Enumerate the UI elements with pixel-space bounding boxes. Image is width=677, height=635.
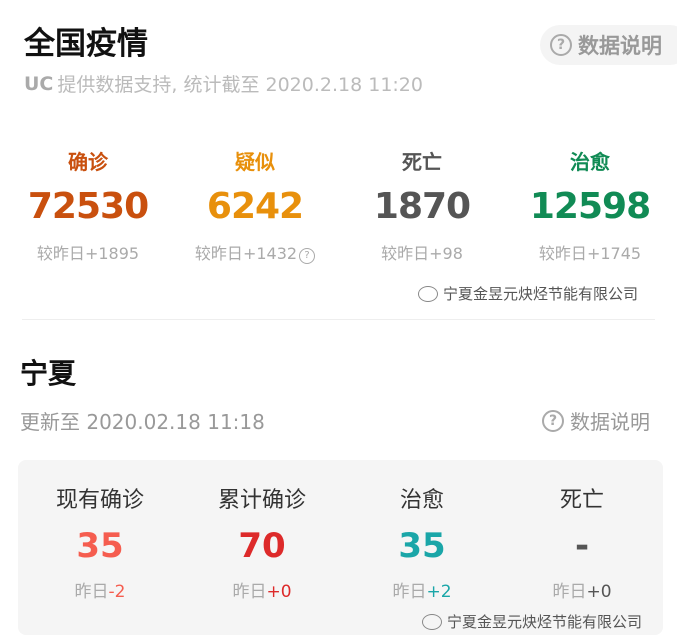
delta-value: +1745 — [586, 244, 642, 263]
help-icon: ? — [550, 34, 572, 56]
stat-label: 确诊 — [68, 150, 108, 174]
delta-value: +1895 — [84, 244, 140, 263]
stat-value: 70 — [238, 526, 286, 566]
stat-delta: 较昨日+1745 — [505, 240, 675, 264]
page-title: 全国疫情 — [24, 26, 148, 62]
stat-delta: 昨日-2 — [15, 577, 185, 602]
source-line: UC 提供数据支持, 统计截至 2020.2.18 11:20 — [24, 70, 423, 97]
stat-label: 治愈 — [399, 488, 444, 513]
stat-value: 35 — [398, 526, 446, 566]
stat-value: 35 — [76, 526, 124, 566]
stat-label: 死亡 — [402, 150, 442, 174]
stat-value: 1870 — [373, 186, 471, 227]
help-icon[interactable]: ? — [299, 247, 316, 264]
stat-label: 疑似 — [235, 150, 275, 174]
region-stats-card — [18, 460, 663, 635]
stat-delta: 较昨日+1432? — [170, 240, 340, 264]
stat-value: 12598 — [529, 186, 651, 227]
region-title: 宁夏 — [20, 357, 77, 390]
delta-label: 较昨日 — [381, 244, 430, 263]
delta-value: +98 — [429, 244, 463, 263]
delta-value: +1432 — [242, 244, 298, 263]
delta-value: +0 — [266, 582, 292, 602]
watermark: 宁夏金昱元炔烃节能有限公司 — [418, 283, 638, 304]
delta-label: 昨日 — [232, 582, 267, 602]
delta-value: +2 — [426, 582, 452, 602]
watermark-text: 宁夏金昱元炔烃节能有限公司 — [443, 285, 639, 303]
delta-label: 昨日 — [552, 582, 587, 602]
stat-delta: 昨日+0 — [177, 577, 347, 602]
region-updated: 更新至 2020.02.18 11:18 — [20, 410, 265, 434]
stat-delta: 较昨日+98 — [337, 240, 507, 264]
uc-logo-icon: UC — [24, 72, 54, 95]
watermark-text: 宁夏金昱元炔烃节能有限公司 — [447, 613, 643, 631]
wechat-icon — [422, 613, 442, 630]
data-info-button[interactable]: ? 数据说明 — [540, 25, 677, 65]
divider — [22, 319, 655, 320]
stat-delta: 较昨日+1895 — [3, 240, 173, 264]
delta-label: 较昨日 — [194, 244, 243, 263]
data-info-label: 数据说明 — [578, 34, 662, 58]
region-info-label: 数据说明 — [570, 410, 650, 434]
stat-delta: 昨日+2 — [337, 577, 507, 602]
delta-label: 昨日 — [392, 582, 427, 602]
stat-value: - — [574, 526, 590, 566]
stat-label: 累计确诊 — [217, 488, 306, 513]
stat-label: 死亡 — [559, 488, 604, 513]
stat-value: 6242 — [206, 186, 304, 227]
delta-label: 较昨日 — [538, 244, 587, 263]
stat-label: 治愈 — [570, 150, 610, 174]
help-icon: ? — [542, 409, 564, 432]
stat-delta: 昨日+0 — [497, 577, 667, 602]
delta-value: -2 — [108, 582, 126, 602]
stat-value: 72530 — [27, 186, 149, 227]
region-info-button[interactable]: ? 数据说明 — [542, 406, 650, 435]
wechat-icon — [418, 285, 438, 302]
delta-label: 昨日 — [74, 582, 109, 602]
delta-value: +0 — [586, 582, 612, 602]
stat-label: 现有确诊 — [55, 488, 144, 513]
source-text: 提供数据支持, 统计截至 2020.2.18 11:20 — [57, 74, 423, 96]
delta-label: 较昨日 — [36, 244, 85, 263]
watermark: 宁夏金昱元炔烃节能有限公司 — [422, 611, 642, 632]
